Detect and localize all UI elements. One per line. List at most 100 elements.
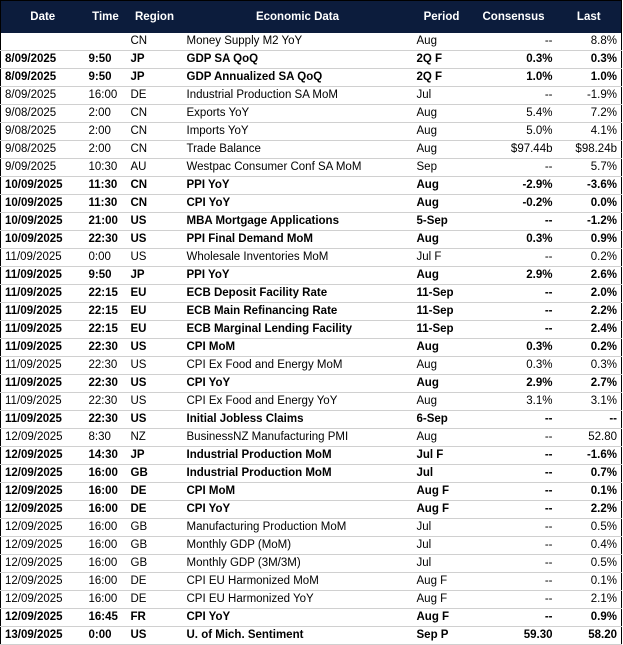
table-row: 10/09/2025 22:30 US PPI Final Demand MoM Aug…: [0, 230, 622, 249]
table-cell: 10:30: [84, 158, 127, 177]
table-cell: 11/09/2025: [0, 284, 85, 303]
table-cell: --: [470, 158, 557, 177]
table-cell: US: [126, 248, 183, 267]
table-cell: Jul: [412, 554, 471, 573]
table-cell: 2.1%: [556, 590, 622, 609]
table-cell: 8/09/2025: [0, 86, 85, 105]
table-cell: --: [470, 554, 557, 573]
table-cell: 2Q F: [412, 68, 471, 87]
table-cell: -2.9%: [470, 176, 557, 195]
table-cell: 9/08/2025: [0, 140, 85, 159]
table-cell: --: [470, 410, 557, 429]
table-cell: Aug: [412, 338, 471, 357]
table-row: 11/09/2025 22:15 EU ECB Main Refinancing Ra…: [0, 302, 622, 321]
table-cell: Aug: [412, 392, 471, 411]
table-cell: CPI Ex Food and Energy MoM: [182, 356, 413, 375]
table-cell: FR: [126, 608, 183, 627]
table-cell: CPI EU Harmonized MoM: [182, 572, 413, 591]
table-cell: 2:00: [84, 140, 127, 159]
table-cell: CPI YoY: [182, 500, 413, 519]
table-cell: 9:50: [84, 50, 127, 69]
table-cell: Jul: [412, 464, 471, 483]
table-cell: -1.2%: [556, 212, 622, 231]
table-cell: 2.6%: [556, 266, 622, 285]
table-cell: Manufacturing Production MoM: [182, 518, 413, 537]
table-cell: --: [470, 212, 557, 231]
table-cell: EU: [126, 302, 183, 321]
table-cell: 0.0%: [556, 194, 622, 213]
table-cell: --: [470, 518, 557, 537]
table-cell: US: [126, 356, 183, 375]
table-cell: PPI YoY: [182, 266, 413, 285]
table-cell: JP: [126, 50, 183, 69]
table-cell: CN: [126, 140, 183, 159]
table-cell: 59.30: [470, 626, 557, 645]
table-cell: 0.2%: [556, 248, 622, 267]
table-cell: Monthly GDP (3M/3M): [182, 554, 413, 573]
table-cell: Trade Balance: [182, 140, 413, 159]
table-cell: 1.0%: [470, 68, 557, 87]
table-cell: 11:30: [84, 194, 127, 213]
table-cell: 22:15: [84, 284, 127, 303]
table-row: 11/09/2025 22:15 EU ECB Marginal Lending Fa…: [0, 320, 622, 339]
table-cell: 22:30: [84, 392, 127, 411]
table-cell: US: [126, 230, 183, 249]
table-cell: 0.4%: [556, 536, 622, 555]
table-cell: DE: [126, 572, 183, 591]
table-cell: 0.2%: [556, 338, 622, 357]
table-row: 12/09/2025 16:00 DE CPI EU Harmonized YoY Au…: [0, 590, 622, 609]
table-cell: Aug F: [412, 608, 471, 627]
table-cell: DE: [126, 86, 183, 105]
table-cell: 8/09/2025: [0, 68, 85, 87]
table-cell: --: [470, 320, 557, 339]
table-cell: --: [470, 500, 557, 519]
table-cell: 9/09/2025: [0, 158, 85, 177]
table-cell: --: [470, 248, 557, 267]
table-cell: -0.2%: [470, 194, 557, 213]
table-row: 11/09/2025 0:00 US Wholesale Inventories Mo…: [0, 248, 622, 267]
table-cell: CPI YoY: [182, 374, 413, 393]
table-cell: 16:00: [84, 536, 127, 555]
table-cell: 10/09/2025: [0, 212, 85, 231]
table-cell: 2.4%: [556, 320, 622, 339]
table-cell: Aug: [412, 266, 471, 285]
table-cell: Aug F: [412, 572, 471, 591]
table-cell: 11/09/2025: [0, 410, 85, 429]
table-cell: -1.6%: [556, 446, 622, 465]
table-cell: [0, 33, 85, 51]
table-cell: --: [470, 572, 557, 591]
table-row: 12/09/2025 16:00 GB Industrial Production M…: [0, 464, 622, 483]
table-cell: 16:00: [84, 500, 127, 519]
table-cell: --: [556, 410, 622, 429]
table-cell: 0.3%: [470, 338, 557, 357]
table-row: 9/08/2025 2:00 CN Exports YoY Aug 5.4% 7.2%: [0, 104, 622, 123]
table-cell: 1.0%: [556, 68, 622, 87]
table-cell: CN: [126, 104, 183, 123]
table-row: 8/09/2025 16:00 DE Industrial Production SA…: [0, 86, 622, 105]
table-cell: 2.7%: [556, 374, 622, 393]
table-cell: US: [126, 338, 183, 357]
table-cell: Aug: [412, 374, 471, 393]
table-cell: Aug F: [412, 590, 471, 609]
table-cell: -3.6%: [556, 176, 622, 195]
table-cell: 0:00: [84, 626, 127, 645]
table-cell: 12/09/2025: [0, 518, 85, 537]
table-cell: 0.5%: [556, 518, 622, 537]
table-cell: 11/09/2025: [0, 248, 85, 267]
table-cell: Aug: [412, 194, 471, 213]
table-cell: 8.8%: [556, 33, 622, 51]
table-cell: 11/09/2025: [0, 356, 85, 375]
table-cell: 11/09/2025: [0, 320, 85, 339]
table-cell: CPI EU Harmonized YoY: [182, 590, 413, 609]
table-cell: PPI YoY: [182, 176, 413, 195]
table-cell: 22:30: [84, 356, 127, 375]
table-cell: CPI YoY: [182, 194, 413, 213]
table-cell: CPI MoM: [182, 482, 413, 501]
table-cell: Aug: [412, 356, 471, 375]
table-cell: 0.7%: [556, 464, 622, 483]
table-row: 12/09/2025 16:00 GB Monthly GDP (3M/3M) Jul -…: [0, 554, 622, 573]
table-cell: 5.7%: [556, 158, 622, 177]
table-cell: --: [470, 446, 557, 465]
table-cell: --: [470, 428, 557, 447]
